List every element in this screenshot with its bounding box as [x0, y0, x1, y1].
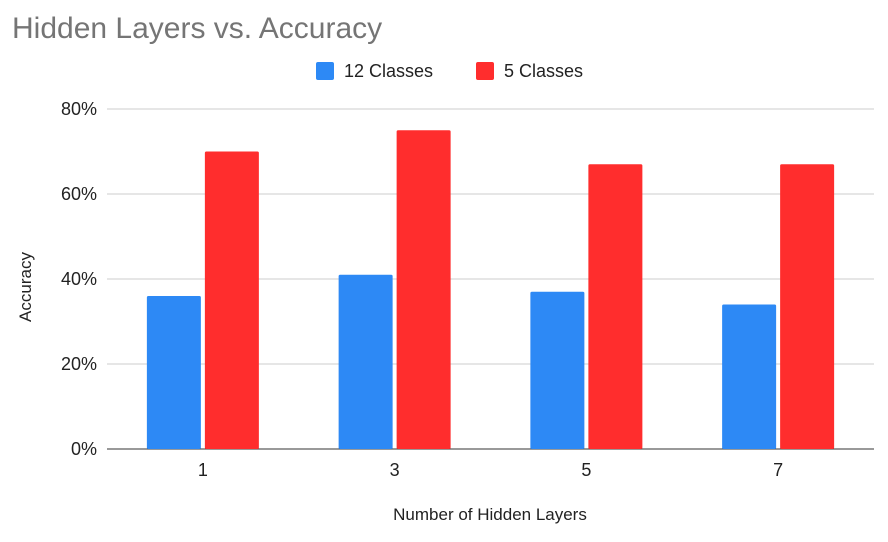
chart-title: Hidden Layers vs. Accuracy — [12, 12, 382, 45]
legend-label: 5 Classes — [504, 61, 583, 81]
bar-5-classes-5 — [588, 164, 643, 449]
bar-5-classes-7 — [780, 164, 835, 449]
legend-label: 12 Classes — [344, 61, 433, 81]
legend: 12 Classes 5 Classes — [316, 61, 583, 81]
y-tick-label: 0% — [71, 439, 97, 459]
y-tick-label: 40% — [61, 269, 97, 289]
y-axis-ticks: 0% 20% 40% 60% 80% — [61, 99, 97, 459]
bar-12-classes-3 — [338, 274, 393, 449]
bar-5-classes-3 — [396, 130, 451, 449]
bar-12-classes-7 — [722, 304, 777, 449]
x-tick-label: 7 — [773, 460, 783, 480]
bar-5-classes-1 — [204, 151, 259, 449]
x-tick-label: 1 — [198, 460, 208, 480]
x-tick-label: 3 — [390, 460, 400, 480]
y-tick-label: 20% — [61, 354, 97, 374]
legend-swatch — [476, 62, 494, 80]
x-axis-label: Number of Hidden Layers — [393, 505, 587, 524]
bars — [146, 130, 835, 449]
bar-12-classes-5 — [530, 291, 585, 449]
bar-12-classes-1 — [146, 296, 201, 449]
y-tick-label: 80% — [61, 99, 97, 119]
x-axis-ticks: 1 3 5 7 — [198, 460, 783, 480]
x-tick-label: 5 — [581, 460, 591, 480]
legend-swatch — [316, 62, 334, 80]
y-tick-label: 60% — [61, 184, 97, 204]
y-axis-label: Accuracy — [16, 252, 35, 322]
